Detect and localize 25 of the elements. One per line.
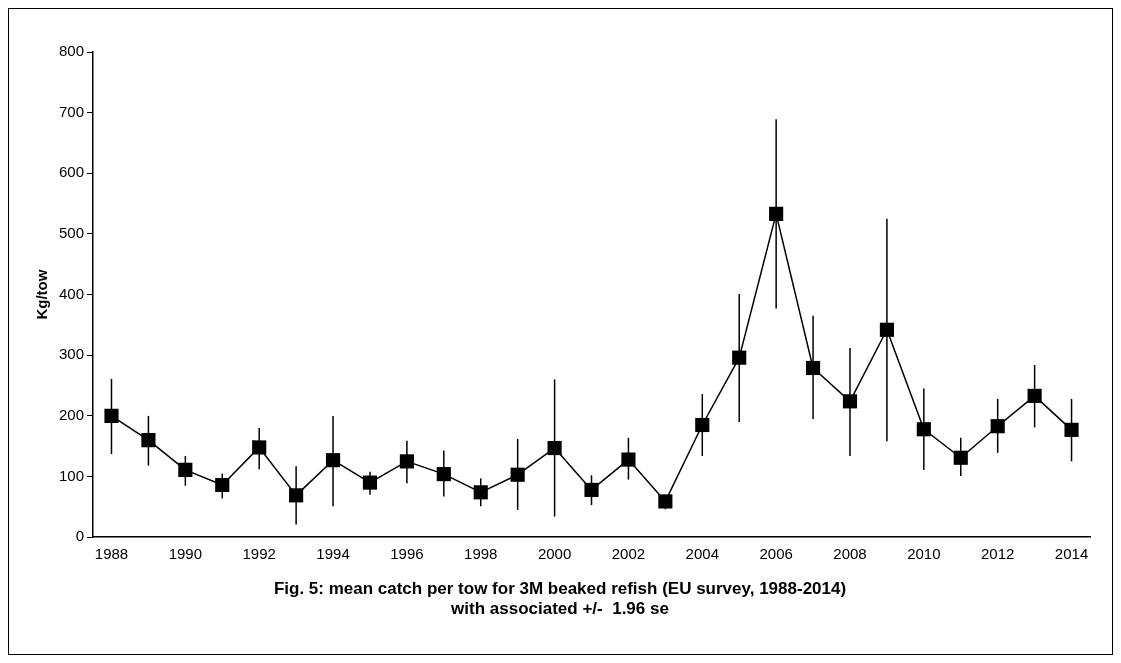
y-tick-label: 400 (59, 284, 85, 302)
y-tick-label: 600 (59, 163, 85, 181)
x-tick-label: 2000 (537, 545, 572, 563)
text: Fig. 5: mean catch per tow for 3M beaked refish (EU survey, 1988-2014) with associated +/- 1.96 se (273, 579, 847, 619)
x-tick-label: 2010 (907, 545, 941, 563)
x-tick-label: 2006 (759, 545, 793, 563)
y-tick-label: 200 (59, 406, 85, 424)
y-tick-label: 0 (75, 527, 85, 545)
y-tick-label: 700 (59, 102, 85, 120)
x-tick-label: 1988 (94, 545, 129, 563)
x-tick-label: 1992 (242, 545, 276, 563)
x-tick-label: 1996 (390, 545, 424, 563)
x-tick-label: 1994 (316, 545, 350, 563)
y-axis-title: Kg/tow (33, 269, 51, 320)
x-tick-label: 2004 (685, 545, 719, 563)
x-tick-label: 1998 (464, 545, 498, 563)
x-tick-label: 2008 (833, 545, 867, 563)
y-tick-label: 300 (59, 345, 85, 363)
y-tick-label: 800 (59, 42, 85, 60)
x-tick-label: 1990 (168, 545, 203, 563)
x-tick-label: 2012 (981, 545, 1015, 563)
y-tick-label: 500 (59, 224, 85, 242)
x-tick-label: 2014 (1054, 545, 1089, 563)
x-tick-label: 2002 (611, 545, 646, 563)
y-tick-label: 100 (59, 466, 85, 484)
